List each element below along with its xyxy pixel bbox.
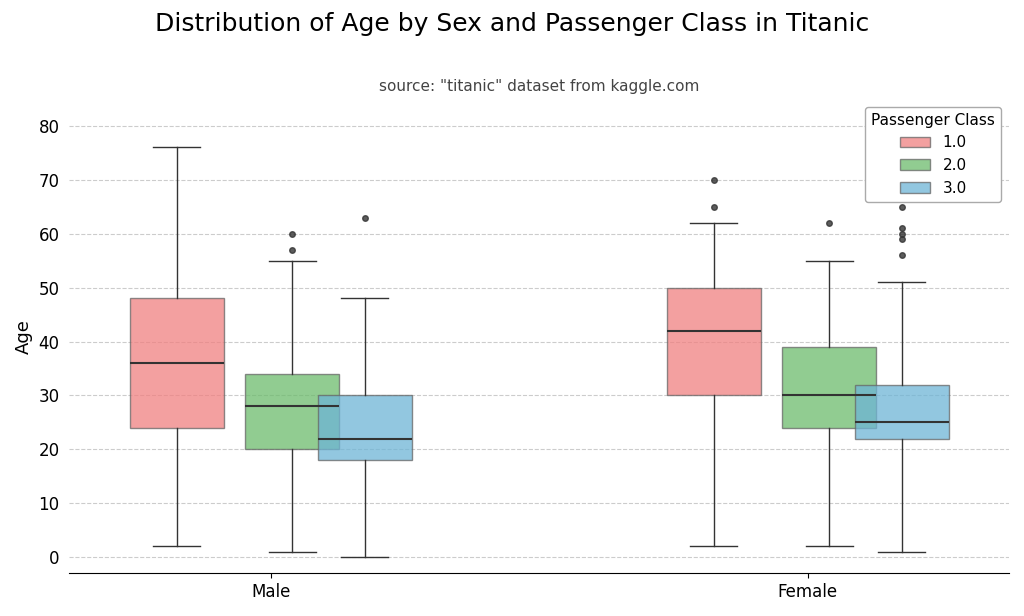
Y-axis label: Age: Age bbox=[15, 318, 33, 354]
PathPatch shape bbox=[317, 395, 412, 460]
Title: source: "titanic" dataset from kaggle.com: source: "titanic" dataset from kaggle.co… bbox=[379, 79, 699, 94]
PathPatch shape bbox=[667, 288, 761, 395]
PathPatch shape bbox=[245, 374, 339, 449]
PathPatch shape bbox=[782, 347, 877, 428]
Text: Distribution of Age by Sex and Passenger Class in Titanic: Distribution of Age by Sex and Passenger… bbox=[155, 12, 869, 36]
PathPatch shape bbox=[855, 384, 948, 439]
PathPatch shape bbox=[130, 298, 224, 428]
Legend: 1.0, 2.0, 3.0: 1.0, 2.0, 3.0 bbox=[865, 107, 1001, 202]
